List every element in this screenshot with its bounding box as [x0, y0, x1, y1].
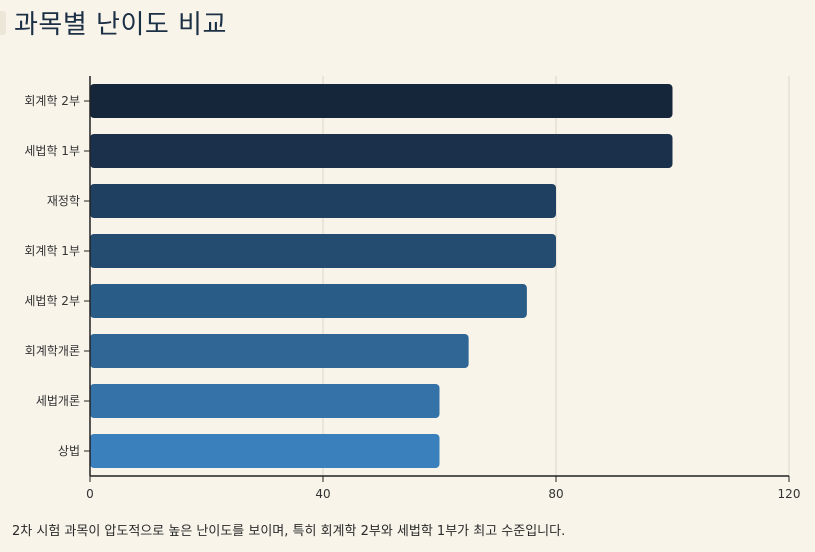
category-label: 세법개론 — [36, 394, 80, 408]
bar — [90, 184, 556, 218]
bar — [90, 84, 673, 118]
category-label: 회계학개론 — [25, 344, 80, 358]
title-decoration — [0, 10, 6, 35]
x-tick-label: 0 — [86, 487, 94, 501]
bar — [90, 384, 440, 418]
category-label: 상법 — [58, 444, 80, 458]
bars-group — [90, 84, 673, 468]
bar — [90, 334, 469, 368]
x-tick-label: 120 — [778, 487, 801, 501]
chart-caption: 2차 시험 과목이 압도적으로 높은 난이도를 보이며, 특히 회계학 2부와 … — [12, 524, 566, 539]
axes-group — [84, 76, 790, 482]
category-label: 회계학 2부 — [24, 94, 80, 108]
category-label: 세법학 2부 — [24, 294, 80, 308]
x-tick-label: 80 — [548, 487, 563, 501]
category-label: 세법학 1부 — [24, 144, 80, 158]
bar — [90, 234, 556, 268]
bar — [90, 434, 440, 468]
category-label: 회계학 1부 — [24, 244, 80, 258]
title-area: 과목별 난이도 비교 — [0, 4, 227, 41]
chart-title: 과목별 난이도 비교 — [14, 10, 227, 40]
bar — [90, 284, 527, 318]
bar — [90, 134, 673, 168]
x-tick-label: 40 — [315, 487, 330, 501]
x-tick-labels: 0 40 80 120 — [86, 487, 800, 501]
category-label: 재정학 — [47, 194, 80, 208]
